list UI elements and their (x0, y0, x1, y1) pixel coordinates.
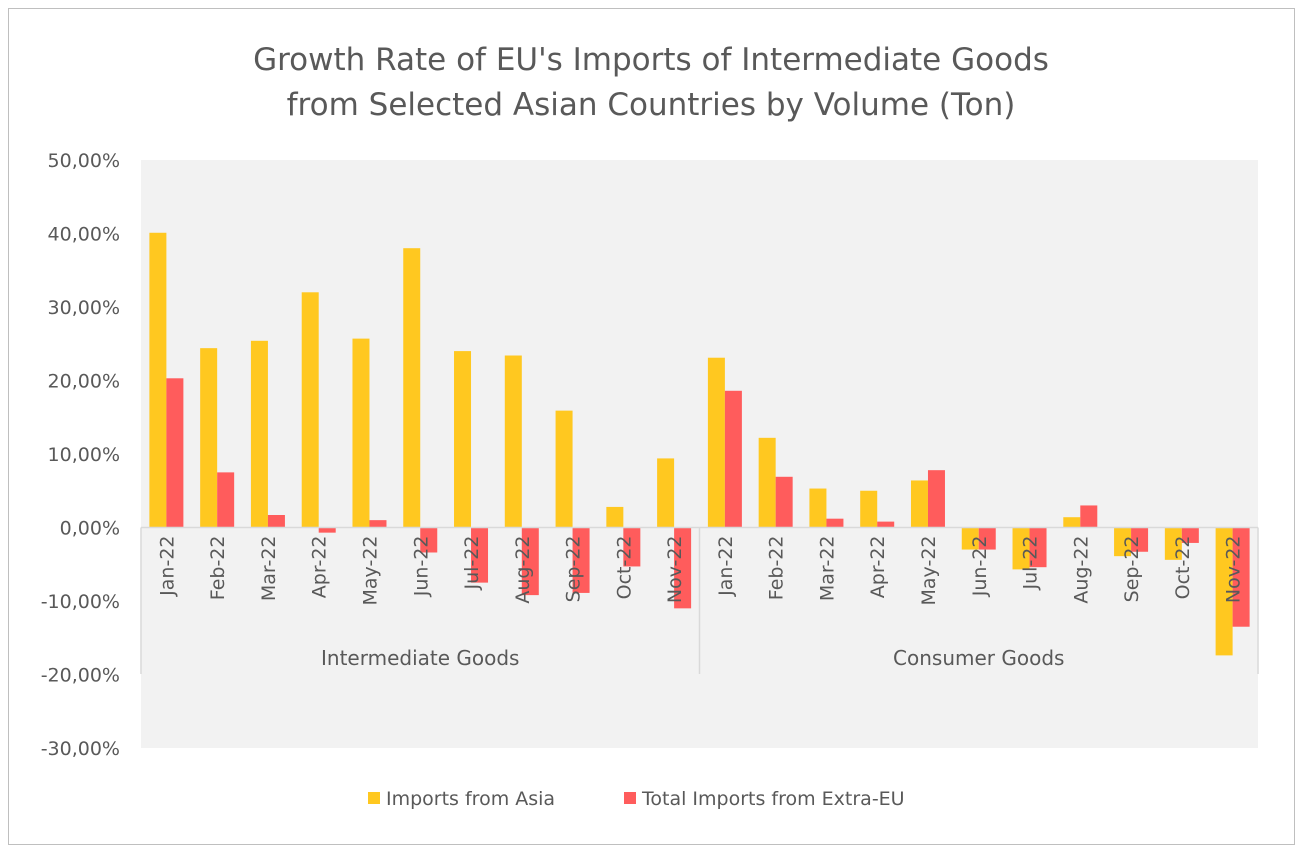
bar-asia (1063, 517, 1081, 528)
bar-asia (352, 338, 370, 528)
bar-extra-eu (1080, 505, 1098, 528)
bar-asia (301, 292, 319, 528)
bar-asia (860, 490, 878, 528)
bar-extra-eu (420, 527, 438, 553)
bar-asia (809, 488, 827, 528)
bar-asia (707, 357, 725, 528)
group-label: Intermediate Goods (321, 646, 519, 670)
x-tick-label: Sep-22 (563, 536, 585, 603)
bar-extra-eu (724, 390, 742, 528)
x-tick-label: Jul-22 (1020, 536, 1042, 591)
x-tick-label: May-22 (359, 536, 381, 606)
bar-extra-eu (166, 378, 184, 528)
group-label: Consumer Goods (893, 646, 1064, 670)
chart-frame (8, 8, 1295, 845)
bar-extra-eu (927, 470, 945, 528)
bar-extra-eu (267, 515, 285, 528)
bar-asia (403, 248, 421, 528)
bar-asia (250, 340, 268, 528)
legend-label: Imports from Asia (386, 788, 555, 810)
legend-label: Total Imports from Extra-EU (641, 788, 905, 810)
bar-asia (1215, 527, 1233, 656)
bar-extra-eu (826, 518, 844, 528)
bar-asia (555, 410, 573, 528)
bar-extra-eu (572, 527, 590, 593)
bar-extra-eu (623, 527, 641, 567)
bar-asia (504, 355, 522, 528)
bar-asia (758, 437, 776, 528)
bar-extra-eu (318, 527, 336, 533)
y-tick-label: 30,00% (48, 297, 120, 319)
x-tick-label: Sep-22 (1121, 536, 1143, 603)
y-tick-label: 0,00% (60, 518, 120, 540)
y-tick-label: 50,00% (48, 150, 120, 172)
bar-asia (657, 458, 675, 528)
x-tick-label: Jun-22 (410, 536, 432, 598)
x-tick-label: Nov-22 (664, 536, 686, 604)
bar-asia (200, 348, 218, 528)
bar-extra-eu (1029, 527, 1047, 568)
y-tick-label: -30,00% (41, 738, 120, 760)
x-tick-label: Nov-22 (1223, 536, 1245, 604)
x-tick-label: Mar-22 (816, 536, 838, 602)
bar-asia (454, 351, 472, 528)
bar-asia (1114, 527, 1132, 557)
x-tick-label: Aug-22 (1070, 536, 1092, 604)
x-tick-label: Apr-22 (309, 536, 331, 599)
x-tick-label: Feb-22 (766, 536, 788, 601)
chart-title-line-2: from Selected Asian Countries by Volume … (287, 87, 1016, 123)
x-tick-label: Aug-22 (512, 536, 534, 604)
x-tick-label: Oct-22 (613, 536, 635, 600)
x-tick-label: Apr-22 (867, 536, 889, 599)
x-tick-label: May-22 (918, 536, 940, 606)
bar-asia (1012, 527, 1030, 570)
bar-asia (149, 232, 167, 528)
x-tick-label: Jan-22 (715, 536, 737, 597)
bar-asia (606, 506, 624, 528)
bar-extra-eu (1181, 527, 1199, 543)
bar-asia (961, 527, 979, 550)
bar-extra-eu (369, 520, 387, 528)
x-tick-label: Jul-22 (461, 536, 483, 591)
legend-swatch-asia (368, 792, 380, 804)
chart-title-line-1: Growth Rate of EU's Imports of Intermedi… (253, 42, 1049, 78)
y-tick-label: 40,00% (48, 224, 120, 246)
bar-asia (910, 480, 928, 528)
x-tick-label: Feb-22 (207, 536, 229, 601)
legend-swatch-extra-eu (624, 792, 636, 804)
bar-extra-eu (877, 521, 895, 528)
y-tick-label: 10,00% (48, 444, 120, 466)
x-tick-label: Jan-22 (156, 536, 178, 597)
x-tick-label: Mar-22 (258, 536, 280, 602)
bar-extra-eu (471, 527, 489, 583)
bar-extra-eu (978, 527, 996, 550)
bar-extra-eu (775, 476, 793, 528)
bar-extra-eu (1131, 527, 1149, 552)
bar-extra-eu (521, 527, 539, 596)
bar-extra-eu (674, 527, 692, 609)
bar-extra-eu (217, 472, 235, 528)
x-tick-label: Oct-22 (1172, 536, 1194, 600)
bar-asia (1164, 527, 1182, 560)
x-tick-label: Jun-22 (969, 536, 991, 598)
bar-extra-eu (1232, 527, 1250, 627)
y-tick-label: 20,00% (48, 371, 120, 393)
y-tick-label: -20,00% (41, 665, 120, 687)
y-tick-label: -10,00% (41, 591, 120, 613)
